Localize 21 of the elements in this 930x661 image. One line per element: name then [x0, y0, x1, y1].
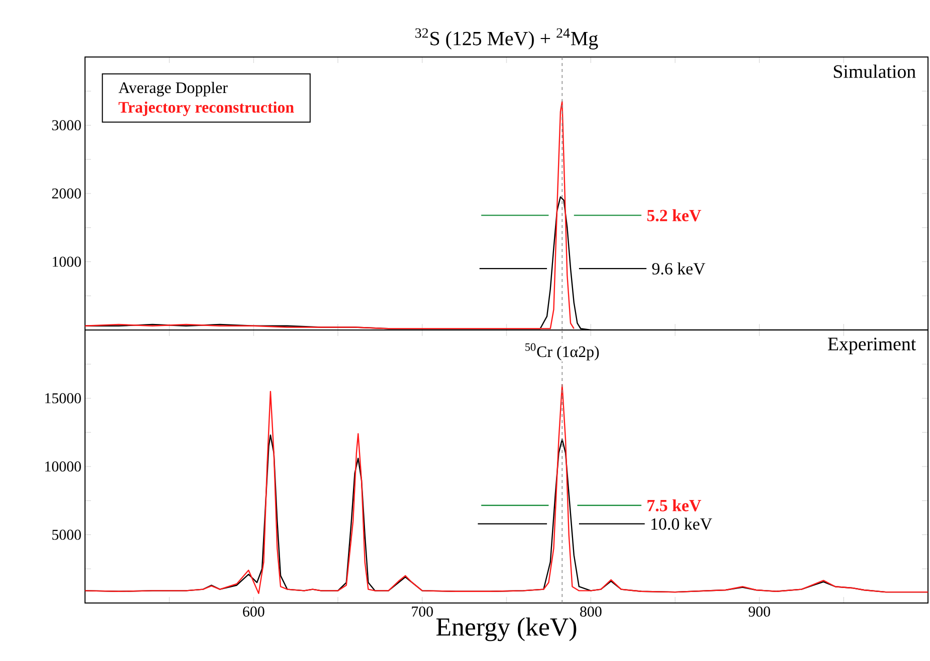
chart-title: $^{32}$S (125 MeV) + $^{24}$Mg — [415, 28, 598, 50]
annotation: $^{50}$Cr (1α2p) — [525, 343, 599, 360]
annotation: Simulation — [834, 64, 916, 78]
annotation: 9.6 keV — [652, 262, 706, 275]
y-tick-label: 10000 — [45, 461, 81, 472]
y-tick-label: 5000 — [52, 530, 81, 540]
y-tick-label: 1000 — [52, 256, 81, 267]
x-tick-label: 800 — [580, 606, 602, 617]
annotation: 5.2 keV — [647, 209, 702, 222]
x-tick-label: 600 — [242, 606, 264, 617]
annotation: 7.5 keV — [648, 499, 702, 512]
y-tick-label: 2000 — [52, 188, 81, 199]
annotation: Experiment — [828, 338, 916, 354]
x-axis-title: Energy (keV) — [436, 618, 576, 642]
text: Average Doppler — [118, 82, 228, 96]
y-tick-label: 3000 — [52, 120, 81, 130]
x-tick-label: 900 — [748, 606, 770, 617]
y-tick-label: 15000 — [45, 393, 81, 404]
text: Trajectory reconstruction — [118, 101, 294, 116]
x-tick-label: 700 — [412, 606, 433, 617]
annotation: 10.0 keV — [651, 518, 712, 530]
